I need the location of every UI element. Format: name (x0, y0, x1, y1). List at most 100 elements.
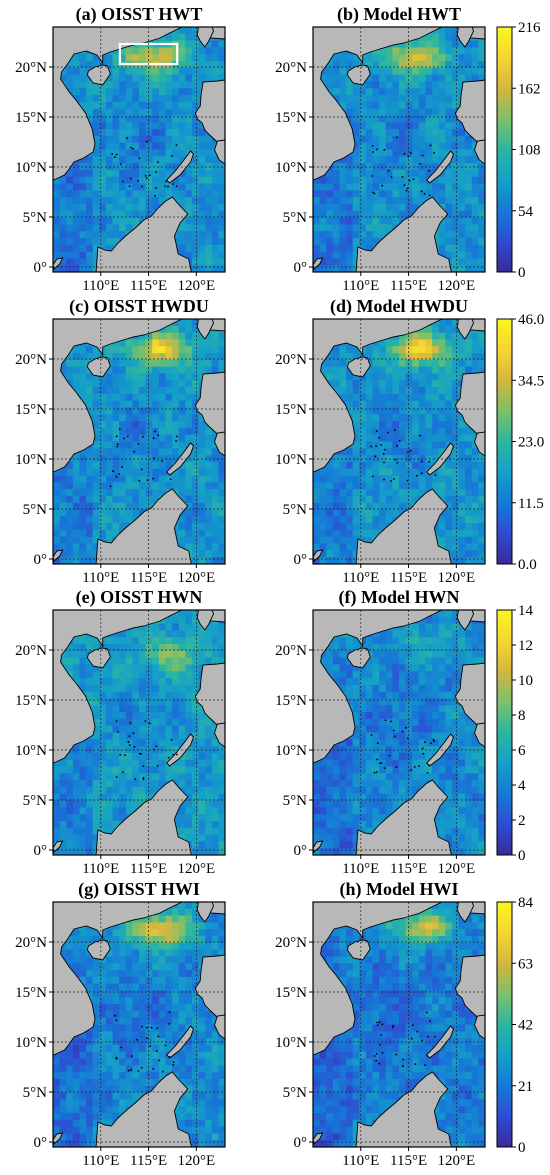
lat-tick-label: 20°N (15, 352, 47, 368)
lat-tick-label: 20°N (15, 935, 47, 951)
colorbar-f: 0 2 4 6 8 10 12 14 (496, 603, 534, 864)
colorbar-tick-label: 34.5 (518, 373, 544, 389)
lat-tick-label: 15°N (15, 693, 47, 709)
panel-frame (312, 26, 486, 273)
lon-tick-label: 120°E (437, 1153, 475, 1169)
island-mark (167, 756, 170, 759)
island-mark (142, 777, 145, 779)
island-mark (165, 180, 168, 183)
land-mass (196, 610, 214, 631)
island-mark (376, 758, 379, 761)
island-mark (410, 769, 412, 771)
land-mass (53, 610, 225, 764)
island-mark (127, 1069, 130, 1072)
island-mark (381, 1023, 384, 1026)
lat-tick-label: 15°N (275, 693, 307, 709)
island-mark (138, 157, 141, 160)
land-mass (53, 1132, 64, 1145)
lon-tick-label: 115°E (130, 570, 167, 586)
land-mass (426, 1025, 455, 1059)
land-mass (95, 1071, 192, 1147)
land-mass (95, 196, 192, 272)
island-mark (146, 479, 149, 481)
lat-tick-label: 10°N (275, 1035, 307, 1051)
island-mark (124, 754, 126, 756)
lat-tick-label: 5°N (283, 210, 307, 226)
land-mass (166, 733, 195, 767)
lon-tick-label: 120°E (177, 861, 215, 877)
island-mark (148, 174, 151, 177)
map-area (53, 319, 225, 564)
island-mark (122, 771, 124, 774)
panel-frame (312, 901, 486, 1148)
island-mark (383, 478, 385, 481)
lon-tick-label: 120°E (437, 278, 475, 294)
colorbar-h: 0 21 42 63 84 (496, 895, 534, 1156)
lon-tick-label: 110°E (342, 861, 379, 877)
island-mark (172, 183, 175, 186)
island-mark (115, 153, 118, 156)
lat-tick-label: 15°N (15, 985, 47, 1001)
colorbar-tick-label: 21 (518, 1079, 533, 1095)
island-mark (133, 745, 136, 748)
map-panel-a: 0° 5°N 10°N 15°N 20°N 110°E 115°E 120°E (a) OISS… (15, 4, 226, 294)
island-mark (138, 479, 141, 482)
island-mark (421, 154, 424, 157)
island-mark (145, 177, 148, 180)
lat-tick-label: 5°N (283, 1085, 307, 1101)
lon-tick-label: 115°E (390, 570, 427, 586)
lon-tick-label: 110°E (342, 1153, 379, 1169)
island-mark (170, 738, 173, 741)
island-mark (142, 435, 144, 438)
map-area (313, 610, 485, 855)
island-mark (381, 184, 384, 187)
island-mark (406, 479, 409, 482)
lat-tick-label: 0° (34, 1135, 48, 1151)
island-mark (391, 1026, 394, 1029)
colorbar-tick-label: 216 (518, 20, 541, 36)
island-mark (428, 764, 430, 767)
island-mark (137, 180, 139, 182)
lat-tick-label: 0° (294, 843, 308, 859)
island-mark (383, 149, 386, 151)
land-mass (355, 1071, 452, 1147)
island-mark (381, 1052, 384, 1054)
land-mass (313, 27, 485, 181)
island-mark (394, 429, 396, 432)
lon-tick-label: 110°E (82, 570, 119, 586)
lat-tick-label: 20°N (275, 60, 307, 76)
island-mark (392, 1024, 395, 1027)
colorbar-tick-label: 2 (518, 813, 526, 829)
island-mark (130, 146, 132, 149)
island-mark (402, 1058, 405, 1061)
land-mass (166, 1025, 195, 1059)
island-mark (121, 466, 123, 468)
island-mark (394, 458, 397, 461)
colorbar-tick-label: 8 (518, 708, 526, 724)
map-panel-b: 0° 5°N 10°N 15°N 20°N 110°E 115°E 120°E (b) Mode… (275, 4, 486, 294)
lon-tick-label: 120°E (177, 1153, 215, 1169)
lon-tick-label: 115°E (390, 278, 427, 294)
island-mark (378, 1062, 381, 1065)
land-mass (474, 722, 485, 748)
lat-tick-label: 0° (294, 1135, 308, 1151)
island-mark (123, 437, 125, 440)
island-mark (388, 754, 391, 757)
land-mass (474, 431, 485, 457)
island-mark (405, 726, 408, 729)
map-area (313, 902, 485, 1147)
island-mark (421, 747, 424, 750)
island-mark (148, 722, 151, 725)
island-mark (140, 468, 143, 471)
lat-tick-label: 0° (34, 843, 48, 859)
land-mass (426, 733, 455, 767)
colorbar-tick-label: 12 (518, 638, 533, 654)
land-mass (346, 356, 371, 378)
land-mass (196, 319, 214, 340)
lat-tick-label: 10°N (15, 1035, 47, 1051)
island-mark (396, 136, 398, 139)
island-mark (390, 480, 392, 482)
island-mark (141, 1066, 143, 1069)
island-mark (373, 192, 376, 195)
